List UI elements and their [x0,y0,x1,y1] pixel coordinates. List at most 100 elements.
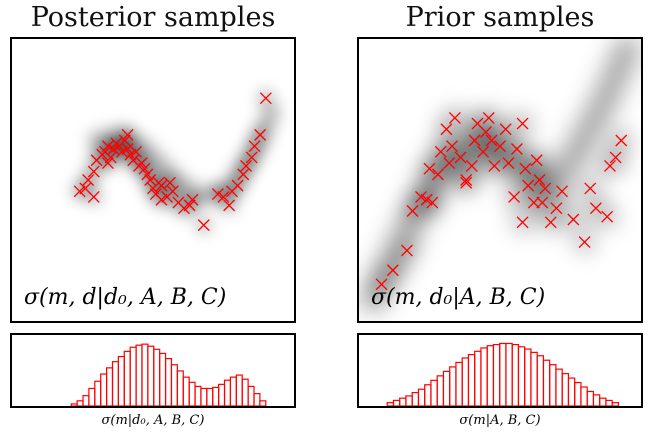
left-title: Posterior samples [30,2,276,33]
posterior-scatter-plot [70,89,284,235]
histogram-bar [123,350,131,406]
sample-marker [615,134,628,147]
histogram-bar [486,345,495,406]
sample-marker [443,157,456,170]
sample-marker [183,199,196,212]
histogram-bar [129,346,137,406]
sample-marker [530,154,543,167]
sample-marker [539,182,552,195]
histogram-bar [511,343,520,406]
sample-marker [166,185,179,198]
histogram-bar [567,377,576,406]
histogram-bar [530,351,538,406]
sample-marker [240,159,253,172]
histogram-bar [100,373,108,406]
sample-marker [82,174,95,186]
histogram-bar [561,373,570,406]
posterior-marginal-label: σ(m|d₀, A, B, C) [101,413,205,428]
sample-marker [245,151,258,164]
sample-marker [259,92,272,105]
sample-marker [121,128,134,141]
histogram-bar [164,357,173,406]
prior-scatter-plot [359,39,641,319]
histogram-bar [117,355,125,406]
sample-marker [116,145,128,158]
histogram-bar [474,350,482,406]
sample-marker [550,202,563,215]
sample-marker [432,168,444,181]
sample-marker [544,216,557,229]
histogram-bar [424,384,432,406]
histogram-bar [111,361,119,406]
sample-marker [87,190,100,203]
sample-marker [494,140,506,153]
sample-marker [519,162,532,175]
sample-marker [211,188,224,201]
sample-marker [468,134,481,147]
histogram-bar [200,387,208,406]
histogram-bar [405,395,413,406]
histogram-bar [461,357,470,406]
histogram-bar [599,397,607,406]
sample-marker [448,112,461,124]
histogram-bar [153,348,161,406]
histogram-bar [417,388,426,406]
sample-marker [101,157,114,170]
histogram-bar [182,376,190,406]
sample-marker [426,196,439,209]
histogram-bar [574,381,582,406]
histogram-bar [592,394,601,406]
sample-marker [479,126,492,139]
posterior-histogram-panel [10,333,296,408]
posterior-histogram [70,343,267,406]
sample-marker [502,157,515,170]
histogram-bar [259,400,267,406]
histogram-bar [135,344,143,406]
histogram-bar [147,345,155,406]
sample-marker [423,162,436,175]
histogram-bar [218,383,226,406]
histogram-bar [505,342,513,406]
histogram-bar [253,393,261,406]
sample-marker [601,210,614,223]
histogram-bar [605,399,613,406]
sample-marker [420,193,433,206]
histogram-bar [194,385,202,406]
histogram-bar [76,400,84,406]
prior-histogram-panel [357,333,643,408]
prior-joint-label: σ(m, d₀|A, B, C) [371,285,546,310]
sample-marker [101,140,114,153]
histogram-bar [517,346,526,406]
sample-marker [589,202,602,215]
sample-marker [460,174,473,186]
sample-marker [527,196,540,209]
sample-marker [510,143,523,155]
sample-marker [237,168,250,181]
sample-marker [485,134,498,147]
sample-marker [460,176,473,189]
histogram-bar [555,368,563,406]
histogram-bar [542,359,551,406]
sample-marker [155,179,168,192]
histogram-bar [442,370,451,406]
sample-marker [584,182,597,195]
histogram-bar [399,397,407,406]
sample-marker [107,143,120,155]
sample-marker [482,112,495,124]
sample-marker [141,168,154,181]
sample-marker [516,216,529,229]
sample-marker [522,179,535,192]
right-title: Prior samples [405,2,595,33]
sample-marker [488,159,501,172]
histogram-bar [499,342,507,406]
sample-marker [248,140,261,153]
sample-marker [454,151,467,164]
histogram-bar [170,364,178,406]
histogram-bar [580,386,588,406]
histogram-bar [492,343,501,406]
histogram-bar [82,395,90,406]
sample-marker [434,145,447,158]
histogram-bar [480,347,488,406]
histogram-bar [247,385,255,406]
sample-marker [197,219,210,232]
